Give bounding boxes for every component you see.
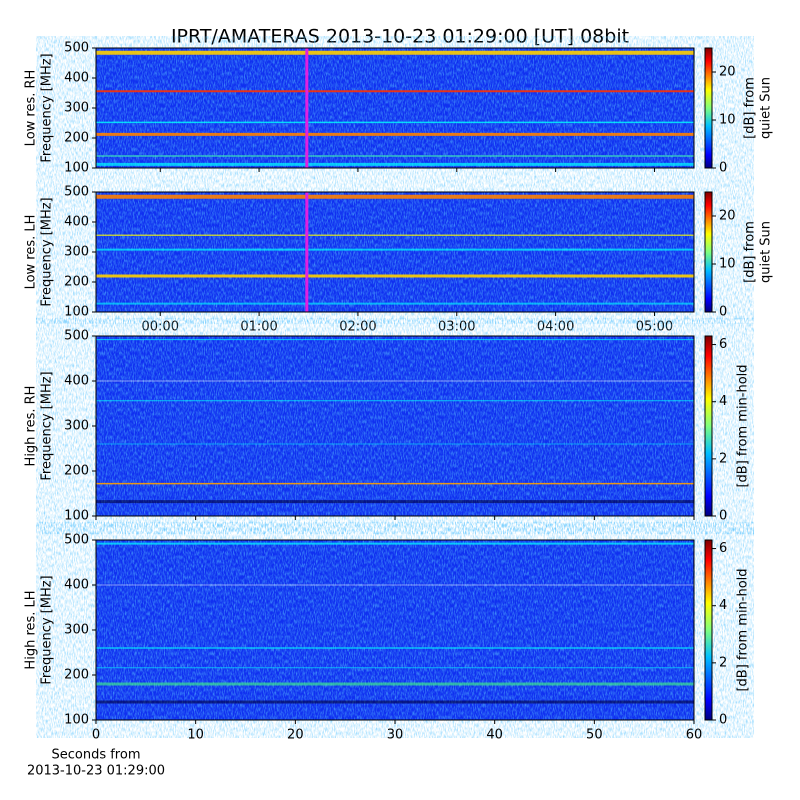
colorbar-tick-label: 4 xyxy=(719,394,727,409)
colorbar xyxy=(704,191,713,313)
heatmap-texture xyxy=(96,336,694,516)
colorbar-tick-label: 6 xyxy=(719,337,727,352)
colorbar-tick-label: 4 xyxy=(719,598,727,613)
colorbar-label: quiet Sun xyxy=(759,221,774,283)
x-tick-label: 0 xyxy=(92,728,100,743)
y-tick-label: 500 xyxy=(64,533,89,548)
y-axis-label: High res. RH xyxy=(24,386,39,467)
y-axis-label: Low res. LH xyxy=(24,215,39,290)
colorbar-tick-label: 10 xyxy=(719,257,736,272)
colorbar-tick-label: 0 xyxy=(719,509,727,524)
y-tick-label: 200 xyxy=(64,131,89,146)
y-tick-label: 100 xyxy=(64,509,89,524)
y-tick-label: 200 xyxy=(64,464,89,479)
y-tick-label: 500 xyxy=(64,329,89,344)
y-tick-label: 300 xyxy=(64,623,89,638)
y-axis-label: Low res. RH xyxy=(24,70,39,147)
y-tick-label: 500 xyxy=(64,185,89,200)
y-tick-label: 400 xyxy=(64,71,89,86)
heatmap-texture xyxy=(96,540,694,720)
colorbar xyxy=(704,335,713,517)
x-tick-label: 03:00 xyxy=(438,320,475,335)
colorbar xyxy=(704,539,713,721)
colorbar-tick-label: 20 xyxy=(719,65,736,80)
y-tick-label: 100 xyxy=(64,161,89,176)
x-tick-label: 02:00 xyxy=(339,320,376,335)
colorbar-tick-label: 10 xyxy=(719,113,736,128)
x-tick-label: 00:00 xyxy=(142,320,179,335)
heatmap-texture xyxy=(96,192,694,312)
y-axis-label: Frequency [MHz] xyxy=(40,371,55,480)
y-tick-label: 200 xyxy=(64,668,89,683)
y-tick-label: 300 xyxy=(64,419,89,434)
x-axis-label: 2013-10-23 01:29:00 xyxy=(27,764,165,779)
y-tick-label: 500 xyxy=(64,41,89,56)
x-tick-label: 50 xyxy=(586,728,603,743)
x-axis-label: Seconds from xyxy=(51,748,140,763)
colorbar-tick-label: 0 xyxy=(719,161,727,176)
heatmap-texture xyxy=(96,48,694,168)
colorbar-label: quiet Sun xyxy=(759,77,774,139)
colorbar-label: [dB] from xyxy=(743,221,758,283)
x-tick-label: 05:00 xyxy=(636,320,673,335)
y-tick-label: 300 xyxy=(64,101,89,116)
x-tick-label: 60 xyxy=(686,728,703,743)
y-axis-label: Frequency [MHz] xyxy=(40,575,55,684)
colorbar-label: [dB] from xyxy=(743,77,758,139)
colorbar-tick-label: 2 xyxy=(719,655,727,670)
x-tick-label: 10 xyxy=(187,728,204,743)
colorbar-tick-label: 20 xyxy=(719,209,736,224)
y-axis-label: High res. LH xyxy=(24,590,39,669)
y-axis-label: Frequency [MHz] xyxy=(40,53,55,162)
x-tick-label: 01:00 xyxy=(240,320,277,335)
x-tick-label: 40 xyxy=(486,728,503,743)
colorbar-tick-label: 6 xyxy=(719,541,727,556)
y-tick-label: 400 xyxy=(64,374,89,389)
colorbar-label: [dB] from min-hold xyxy=(736,364,751,487)
colorbar-tick-label: 2 xyxy=(719,451,727,466)
colorbar-tick-label: 0 xyxy=(719,305,727,320)
colorbar-label: [dB] from min-hold xyxy=(736,568,751,691)
title: IPRT/AMATERAS 2013-10-23 01:29:00 [UT] 0… xyxy=(171,26,629,48)
y-tick-label: 100 xyxy=(64,713,89,728)
x-tick-label: 20 xyxy=(287,728,304,743)
y-tick-label: 200 xyxy=(64,275,89,290)
x-tick-label: 30 xyxy=(387,728,404,743)
y-tick-label: 300 xyxy=(64,245,89,260)
y-tick-label: 400 xyxy=(64,215,89,230)
x-tick-label: 04:00 xyxy=(537,320,574,335)
y-axis-label: Frequency [MHz] xyxy=(40,197,55,306)
y-tick-label: 400 xyxy=(64,578,89,593)
y-tick-label: 100 xyxy=(64,305,89,320)
colorbar xyxy=(704,47,713,169)
colorbar-tick-label: 0 xyxy=(719,713,727,728)
